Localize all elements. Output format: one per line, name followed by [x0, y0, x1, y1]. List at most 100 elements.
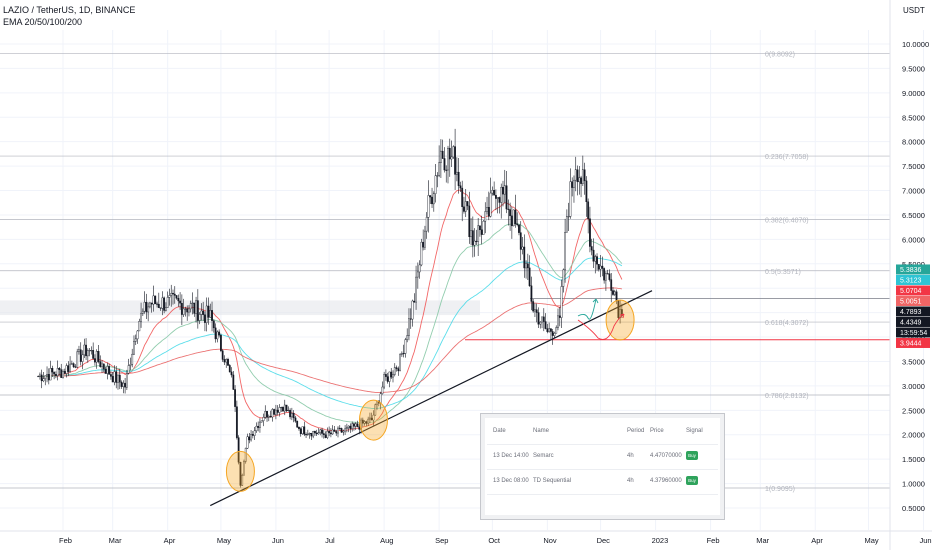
- candle: [450, 156, 453, 160]
- candle: [370, 417, 373, 421]
- candle: [388, 371, 391, 382]
- y-axis: 10.0000 9.5000 9.0000 8.5000 8.0000 7.5000 7.0…: [889, 0, 929, 550]
- y-tick-label: 1.5000: [902, 455, 925, 464]
- candle: [74, 366, 77, 368]
- price-badge: [896, 274, 930, 285]
- candle: [292, 412, 295, 419]
- price-badge-label: 5.0704: [900, 288, 922, 295]
- candle: [539, 321, 542, 325]
- candle: [267, 415, 270, 418]
- candle: [385, 374, 387, 377]
- candle: [237, 437, 240, 463]
- ema20-line: [38, 189, 623, 432]
- y-tick-label: 9.5000: [902, 64, 925, 73]
- candle: [120, 381, 123, 387]
- candle: [287, 409, 290, 412]
- candle: [608, 273, 611, 280]
- candle: [605, 273, 607, 281]
- fib-label: 0.382(6.4070): [765, 217, 809, 224]
- candle: [227, 359, 229, 366]
- candle: [493, 190, 496, 196]
- candle: [558, 315, 561, 318]
- candle: [44, 375, 47, 379]
- candle: [510, 215, 513, 227]
- candle: [246, 436, 249, 449]
- candle: [83, 344, 86, 356]
- candle: [585, 180, 588, 203]
- x-tick-label: 2023: [652, 536, 669, 545]
- candle: [471, 230, 474, 246]
- candle: [290, 412, 293, 418]
- candle: [564, 232, 566, 271]
- row-name: Semarc: [533, 453, 554, 459]
- candle: [177, 298, 180, 302]
- candle: [436, 175, 439, 177]
- candle: [102, 363, 105, 370]
- candle: [63, 371, 66, 374]
- col-date: Date: [493, 428, 506, 434]
- candle: [613, 291, 616, 295]
- x-tick-label: Oct: [488, 536, 501, 545]
- col-period: Period: [627, 428, 645, 434]
- candle: [280, 407, 283, 409]
- candle: [115, 371, 118, 383]
- candle: [266, 411, 268, 418]
- candle: [342, 430, 345, 433]
- candle: [358, 426, 361, 430]
- candle: [422, 241, 425, 248]
- candle: [438, 162, 441, 176]
- candle: [363, 421, 366, 424]
- candle: [406, 335, 409, 340]
- candle: [463, 206, 465, 212]
- table-row[interactable]: 13 Dec 08:00 TD Sequential 4h 4.37960000…: [487, 470, 718, 495]
- candle: [415, 276, 417, 303]
- candle: [397, 368, 400, 372]
- candle: [548, 328, 551, 332]
- arrow-up-icon: [592, 298, 599, 304]
- candle: [589, 218, 591, 247]
- candle: [597, 264, 600, 270]
- candle: [99, 361, 102, 367]
- candle: [574, 169, 577, 181]
- candle: [60, 369, 63, 378]
- x-tick-label: Mar: [109, 536, 122, 545]
- table-row[interactable]: 13 Dec 14:00 Semarc 4h 4.47070000 Buy: [487, 445, 718, 470]
- candle: [180, 303, 183, 315]
- candle: [53, 371, 56, 375]
- price-badge: [896, 306, 930, 317]
- candle: [81, 354, 84, 362]
- candle: [209, 310, 212, 318]
- ema200-line: [55, 287, 622, 394]
- candle: [386, 376, 389, 382]
- candle: [390, 371, 393, 378]
- candle: [55, 374, 57, 376]
- candle: [594, 256, 597, 262]
- candle: [172, 292, 174, 295]
- row-date: 13 Dec 14:00: [493, 453, 529, 459]
- candle: [393, 367, 396, 375]
- candle: [491, 190, 494, 194]
- highlight-circle: [225, 450, 255, 492]
- candle: [51, 368, 54, 373]
- col-name: Name: [533, 428, 550, 434]
- candle: [447, 147, 449, 171]
- y-tick-label: 1.0000: [902, 480, 925, 489]
- candle: [409, 318, 412, 320]
- candle: [294, 417, 297, 422]
- currency-label: USDT: [903, 6, 925, 15]
- candle: [235, 406, 238, 438]
- candle: [599, 265, 602, 270]
- candle: [188, 308, 190, 313]
- candle: [365, 421, 368, 424]
- candle: [331, 429, 334, 435]
- candle: [166, 297, 169, 308]
- candle: [424, 230, 426, 248]
- candle: [296, 420, 299, 428]
- candle: [312, 431, 315, 437]
- candle: [603, 268, 606, 281]
- candle: [251, 434, 254, 436]
- candle: [92, 350, 95, 359]
- candle: [542, 316, 545, 322]
- candle: [466, 201, 469, 207]
